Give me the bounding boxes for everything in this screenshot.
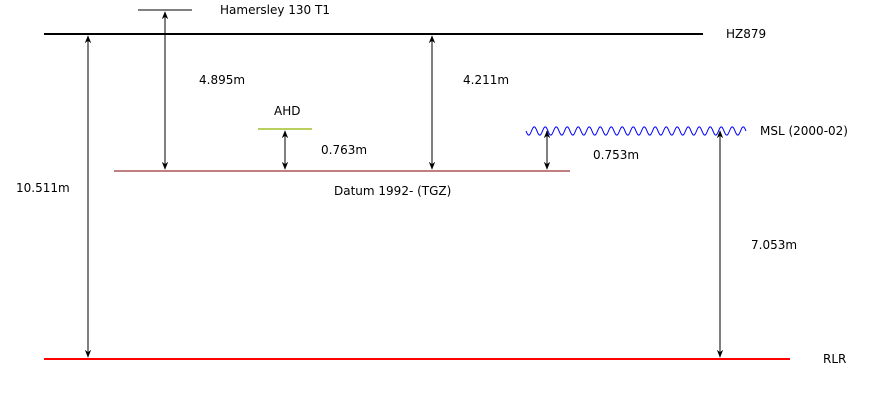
measurement-hz879-to-rlr: 10.511m: [16, 181, 70, 195]
rlr-label: RLR: [823, 352, 846, 366]
hamersley-label: Hamersley 130 T1: [220, 3, 330, 17]
measurement-msl-to-rlr: 7.053m: [751, 238, 797, 252]
hz879-label: HZ879: [726, 27, 766, 41]
measurement-hamersley-to-datum: 4.895m: [199, 73, 245, 87]
measurement-hz879-to-datum: 4.211m: [463, 73, 509, 87]
ahd-label: AHD: [274, 104, 300, 118]
msl-wave-line: [525, 126, 747, 136]
measurement-msl-to-datum: 0.753m: [593, 148, 639, 162]
measurement-ahd-to-datum: 0.763m: [321, 143, 367, 157]
datum-label: Datum 1992- (TGZ): [334, 184, 451, 198]
msl-label: MSL (2000-02): [760, 124, 848, 138]
